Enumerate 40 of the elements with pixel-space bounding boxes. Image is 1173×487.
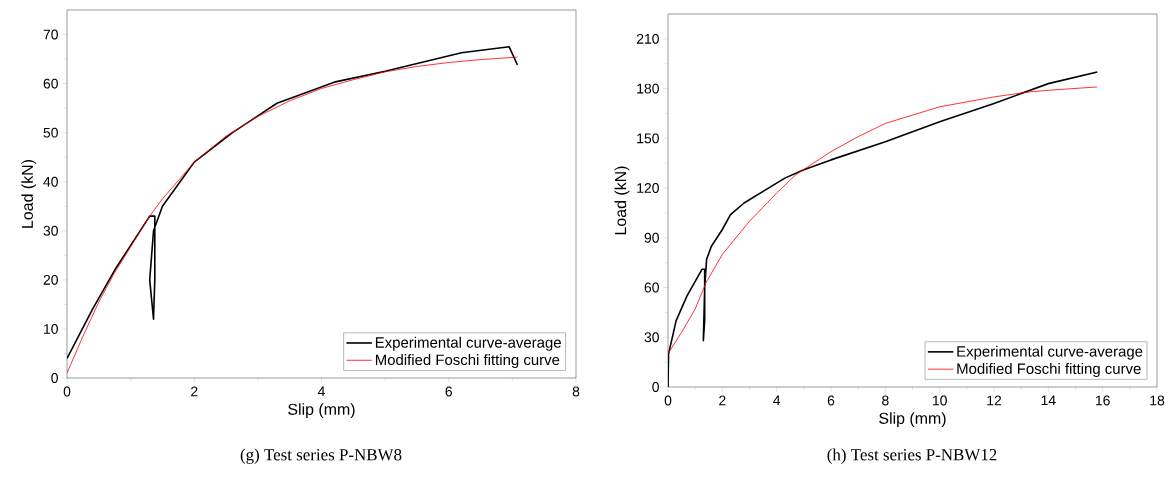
y-tick-label: 50 xyxy=(43,127,58,138)
y-axis-title: Load (kN) xyxy=(614,166,630,235)
y-tick-label: 180 xyxy=(637,83,659,94)
x-tick-label: 14 xyxy=(1041,395,1056,406)
x-axis-title: Slip (mm) xyxy=(879,412,946,428)
text: (h) Test series P-NBW12 xyxy=(827,448,997,464)
y-tick-label: 210 xyxy=(636,33,659,44)
y-tick-label: 30 xyxy=(43,225,58,236)
x-tick-label: 18 xyxy=(1150,395,1165,406)
x-tick-label: 4 xyxy=(317,386,325,397)
x-tick-label: 16 xyxy=(1095,395,1110,406)
x-tick-label: 4 xyxy=(773,395,781,406)
text: (g) Test series P-NBW8 xyxy=(240,448,402,464)
legend-label: Modified Foschi fitting curve xyxy=(957,363,1141,377)
x-axis-title: Slip (mm) xyxy=(288,403,355,419)
x-tick-label: 12 xyxy=(987,395,1002,406)
y-tick-label: 150 xyxy=(637,133,659,144)
y-tick-label: 60 xyxy=(43,78,58,89)
x-tick-label: 6 xyxy=(445,386,453,397)
y-tick-label: 20 xyxy=(43,274,58,285)
legend-label: Experimental curve-average xyxy=(375,336,561,351)
legend-label: Experimental curve-average xyxy=(957,345,1143,360)
x-tick-label: 2 xyxy=(191,386,198,397)
y-tick-label: 10 xyxy=(44,323,58,334)
x-tick-label: 8 xyxy=(572,386,580,397)
x-tick-label: 8 xyxy=(882,395,889,406)
y-tick-label: 40 xyxy=(43,176,58,187)
x-tick-label: 2 xyxy=(719,395,726,406)
x-tick-label: 6 xyxy=(827,395,835,406)
y-tick-label: 120 xyxy=(637,183,659,194)
y-tick-label: 70 xyxy=(43,29,58,40)
legend-label: Modified Foschi fitting curve xyxy=(375,354,560,369)
y-tick-label: 90 xyxy=(644,232,659,243)
y-tick-label: 0 xyxy=(51,373,58,383)
y-tick-label: 30 xyxy=(644,332,659,343)
y-tick-label: 60 xyxy=(644,282,659,293)
x-tick-label: 10 xyxy=(932,395,947,406)
x-tick-label: 0 xyxy=(664,395,672,406)
x-tick-label: 0 xyxy=(63,386,71,397)
y-axis-title: Load (kN) xyxy=(21,160,37,228)
